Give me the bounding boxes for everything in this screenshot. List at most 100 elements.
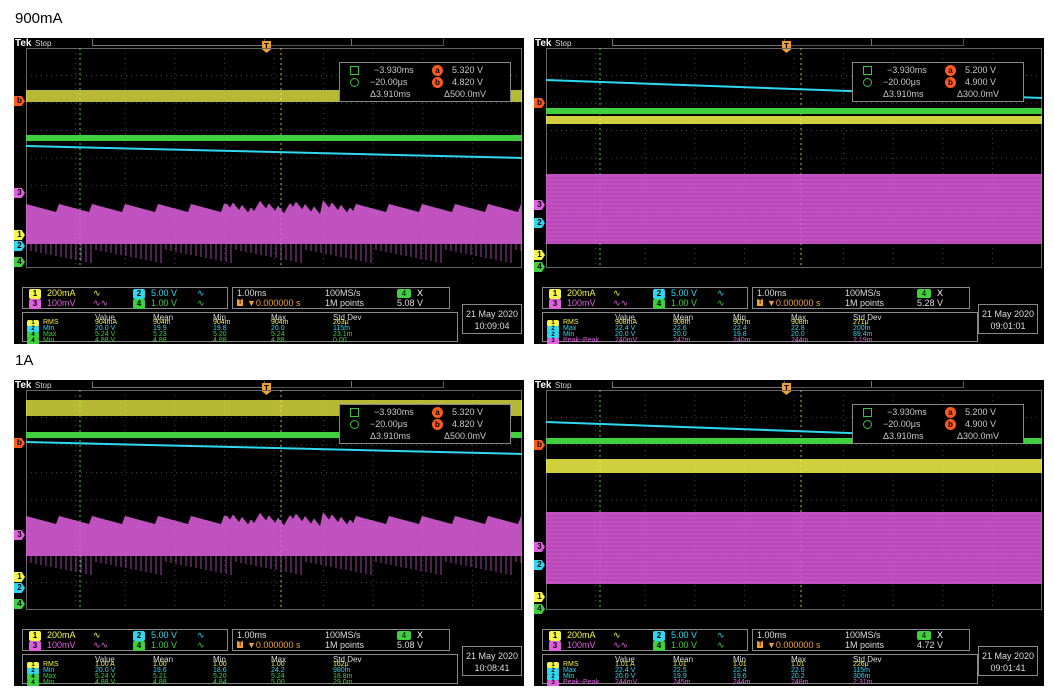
measurement-ch2-badge: 2 [547, 332, 559, 339]
trigger-mode: X [937, 630, 944, 640]
measurement-ch2-badge: 2 [547, 668, 559, 675]
vertical-settings[interactable]: 1 200mA ∿ 2 5.00 V ∿ 3 100mV ∿∿ 4 1.00 V ∿ [22, 287, 228, 309]
ch2-badge[interactable]: 2 [653, 631, 665, 641]
record-bar [784, 381, 964, 388]
ch3-ground-marker: 3 [14, 188, 25, 198]
horizontal-trigger-settings[interactable]: 1.00ms 100MS/s 4 X T ▼0.000000 s 1M points 5.28… [752, 287, 970, 309]
measurement-ch4-badge: 4 [27, 680, 39, 686]
cursor-row-a: −3.930ms a 5.320 V [340, 407, 510, 419]
ch4-scale: 1.00 V [671, 298, 698, 308]
ch1-badge[interactable]: 1 [29, 289, 41, 299]
cursor-delta-time: Δ3.910ms [883, 431, 924, 441]
record-length: 1M points [845, 298, 885, 308]
ch2-coupling-icon: ∿ [717, 630, 725, 640]
ch4-badge[interactable]: 4 [653, 641, 665, 651]
date: 21 May 2020 [981, 651, 1035, 661]
ch1-scale: 200mA [567, 630, 596, 640]
measurement-cell: 4.88 [153, 679, 167, 686]
ch3-scale: 100mV [47, 640, 76, 650]
ch3-badge[interactable]: 3 [29, 299, 41, 309]
date-time-display: 21 May 2020 09:01:41 [978, 646, 1038, 676]
ch3-trace [26, 512, 522, 556]
ch4-scale: 1.00 V [671, 640, 698, 650]
measurement-name: RMS [43, 661, 59, 668]
ch4-badge[interactable]: 4 [133, 299, 145, 309]
measurement-header: Mean [673, 655, 694, 664]
measurement-cell: 244mV [615, 679, 638, 686]
ch1-badge[interactable]: 1 [549, 289, 561, 299]
measurement-header: Value [95, 313, 115, 322]
ch4-ground-marker: 4 [14, 257, 25, 267]
measurement-cell: 22.4 [733, 325, 747, 332]
date-time-display: 21 May 2020 09:01:01 [978, 304, 1038, 334]
measurement-cell: 5.24 V [95, 673, 116, 680]
measurement-cell: 4.88 [153, 337, 167, 344]
cursor-b-badge: b [945, 77, 956, 88]
date-time-display: 21 May 2020 10:08:41 [462, 646, 522, 676]
cursor-delta-time: Δ3.910ms [883, 89, 924, 99]
ch2-badge[interactable]: 2 [133, 289, 145, 299]
ch4-trace [26, 135, 522, 141]
record-length: 1M points [325, 640, 365, 650]
measurement-name: Min [563, 331, 575, 338]
ch2-badge[interactable]: 2 [133, 631, 145, 641]
ch4-scale: 1.00 V [151, 298, 178, 308]
cursor-a-badge: a [945, 65, 956, 76]
ch3-scale: 100mV [567, 640, 596, 650]
horizontal-trigger-settings[interactable]: 1.00ms 100MS/s 4 X T ▼0.000000 s 1M points 4.72… [752, 629, 970, 651]
measurement-cell: 24.2 [271, 667, 285, 674]
ch2-badge[interactable]: 2 [653, 289, 665, 299]
ch1-ground-marker: 1 [14, 572, 25, 582]
measurement-cell: 200m [853, 325, 871, 332]
measurement-header: Max [271, 313, 287, 322]
measurement-cell: 5.00 [271, 679, 285, 686]
ch3-badge[interactable]: 3 [29, 641, 41, 651]
ch1-badge[interactable]: 1 [29, 631, 41, 641]
ch4-badge[interactable]: 4 [653, 299, 665, 309]
horizontal-trigger-settings[interactable]: 1.00ms 100MS/s 4 X T ▼0.000000 s 1M points 5.08… [232, 629, 450, 651]
measurement-cell: 242m [673, 337, 691, 344]
trigger-position-badge: T [237, 299, 244, 306]
cursor-delta-value: Δ500.0mV [444, 431, 487, 441]
trigger-position-icon: T [262, 41, 271, 53]
measurement-cell: 20.0 [673, 331, 687, 338]
time: 09:01:01 [990, 321, 1026, 331]
measurement-cell: 20.0 V [95, 325, 116, 332]
measurement-cell: 115m [853, 667, 870, 674]
measurement-cell: 1.01 [673, 661, 687, 668]
vertical-settings[interactable]: 1 200mA ∿ 2 5.00 V ∿ 3 100mV ∿∿ 4 1.00 V ∿ [542, 287, 748, 309]
horizontal-scale: 1.00ms [237, 288, 267, 298]
measurement-cell: 904mA [95, 319, 118, 326]
horizontal-scale: 1.00ms [237, 630, 267, 640]
measurement-cell: 5.20 [213, 673, 227, 680]
measurement-ch1-badge: 1 [547, 320, 559, 327]
vertical-settings[interactable]: 1 200mA ∿ 2 5.00 V ∿ 3 100mV ∿∿ 4 1.00 V ∿ [22, 629, 228, 651]
channel-settings-bar: 1 200mA ∿ 2 5.00 V ∿ 3 100mV ∿∿ 4 1.00 V ∿ 1.00ms 100… [14, 629, 524, 651]
cursor-square-icon [350, 408, 359, 417]
ch3-badge[interactable]: 3 [549, 299, 561, 309]
cursor-circle-icon [350, 78, 359, 87]
ch4-badge[interactable]: 4 [133, 641, 145, 651]
ch1-badge[interactable]: 1 [549, 631, 561, 641]
ch3-badge[interactable]: 3 [549, 641, 561, 651]
trigger-position-icon: T [262, 383, 271, 395]
trigger-mode: X [417, 630, 424, 640]
horizontal-scale: 1.00ms [757, 288, 787, 298]
measurement-header: Min [213, 655, 226, 664]
record-bar [612, 381, 872, 388]
cursor-b-value: 4.900 V [965, 419, 997, 429]
measurement-cell: 29.0m [333, 679, 353, 686]
ch1-trace [546, 459, 1042, 473]
cursor-row-b: −20.00μs b 4.900 V [853, 77, 1023, 89]
channel-settings-bar: 1 200mA ∿ 2 5.00 V ∿ 3 100mV ∿∿ 4 1.00 V ∿ 1.00ms 100… [14, 287, 524, 309]
measurement-header: Max [791, 313, 807, 322]
vertical-settings[interactable]: 1 200mA ∿ 2 5.00 V ∿ 3 100mV ∿∿ 4 1.00 V ∿ [542, 629, 748, 651]
measurement-header: Std Dev [333, 655, 362, 664]
measurement-header: Mean [153, 313, 174, 322]
cursor-a-value: 5.200 V [965, 65, 997, 75]
measurement-cell: 22.5 [673, 667, 687, 674]
graticule-border [26, 390, 522, 610]
cursor-circle-icon [350, 420, 359, 429]
horizontal-trigger-settings[interactable]: 1.00ms 100MS/s 4 X T ▼0.000000 s 1M points 5.08… [232, 287, 450, 309]
cursor-delta-value: Δ300.0mV [957, 89, 1000, 99]
